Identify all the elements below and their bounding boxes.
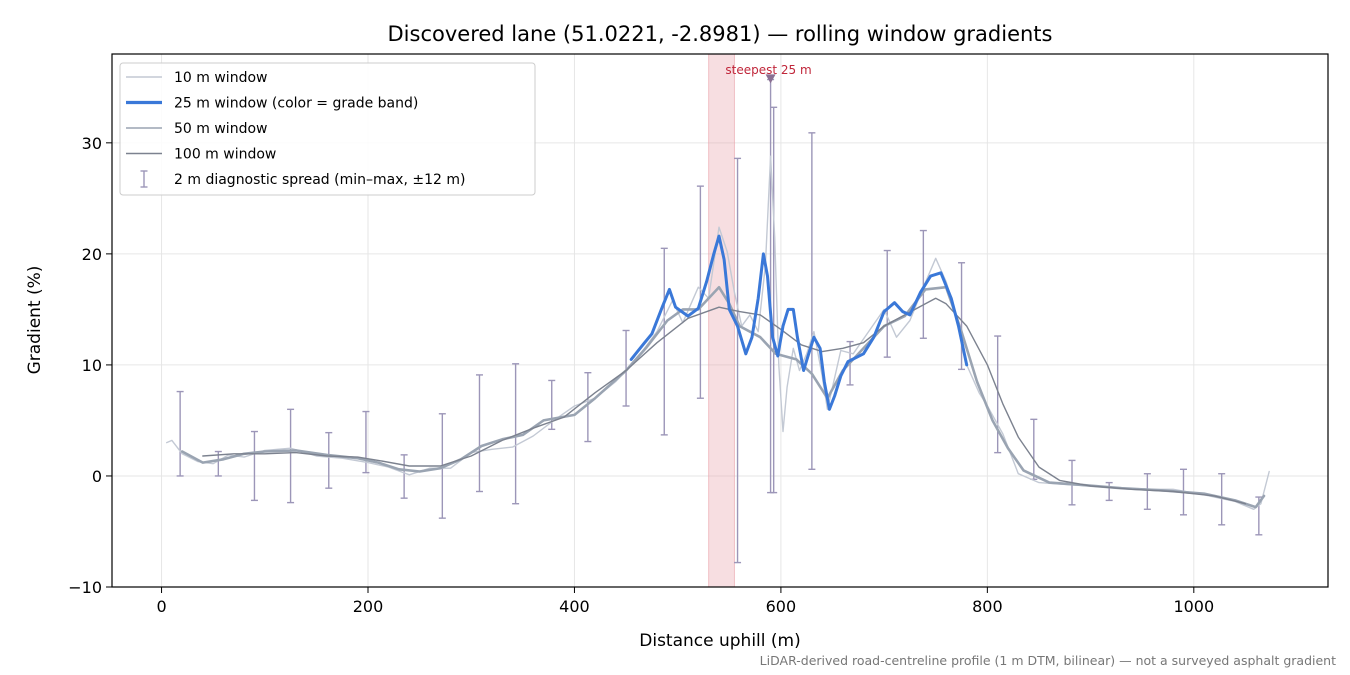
errorbar xyxy=(919,229,927,339)
steepest-marker xyxy=(765,74,776,84)
errorbar xyxy=(696,185,704,399)
errorbar xyxy=(808,132,816,470)
y-tick-label: 20 xyxy=(82,245,102,264)
legend-box xyxy=(119,62,536,196)
steepest-span-band xyxy=(708,53,735,588)
x-tick-label: 1000 xyxy=(1173,597,1214,616)
errorbar xyxy=(400,454,408,499)
errorbar xyxy=(734,157,742,564)
annotation-group: steepest 25 m xyxy=(725,63,812,84)
legend-label: 50 m window xyxy=(174,121,267,137)
y-tick-label: −10 xyxy=(68,578,102,597)
x-axis-ticks: 0 200 400 600 800 1000 xyxy=(156,587,1214,616)
chart-title: Discovered lane (51.0221, -2.8981) — rol… xyxy=(388,22,1053,46)
errorbar xyxy=(1105,481,1113,502)
errorbar xyxy=(176,390,184,477)
steepest-label: steepest 25 m xyxy=(725,63,811,77)
x-tick-label: 200 xyxy=(353,597,384,616)
errorbar xyxy=(958,262,966,371)
errorbar xyxy=(512,363,520,505)
y-tick-label: 10 xyxy=(82,356,102,375)
legend-label: 25 m window (color = grade band) xyxy=(174,96,418,112)
x-tick-label: 800 xyxy=(972,597,1003,616)
steepest-span-group xyxy=(708,53,735,588)
errorbar xyxy=(475,374,483,493)
y-axis-label: Gradient (%) xyxy=(25,266,45,375)
x-tick-label: 0 xyxy=(156,597,166,616)
footnote: LiDAR-derived road-centreline profile (1… xyxy=(760,653,1336,668)
legend-label: 10 m window xyxy=(174,70,267,86)
errorbars-group xyxy=(176,78,1263,564)
errorbar xyxy=(660,247,668,436)
series-line-4 xyxy=(202,297,1247,505)
y-tick-label: 30 xyxy=(82,134,102,153)
errorbar xyxy=(994,335,1002,454)
errorbar xyxy=(214,450,222,477)
legend-label: 100 m window xyxy=(174,147,276,163)
x-tick-label: 400 xyxy=(559,597,590,616)
errorbar xyxy=(584,371,592,443)
legend: 10 m window 25 m window (color = grade ba… xyxy=(119,62,536,196)
errorbar xyxy=(770,106,778,494)
errorbar xyxy=(622,329,630,407)
errorbar xyxy=(325,431,333,489)
errorbar xyxy=(883,249,891,358)
x-tick-label: 600 xyxy=(766,597,797,616)
errorbar xyxy=(1143,473,1151,510)
errorbar xyxy=(250,430,258,502)
plot-frame xyxy=(111,53,1329,588)
series-group xyxy=(166,155,1270,510)
y-axis-ticks: −10 0 10 20 30 xyxy=(68,134,112,597)
series-line-2 xyxy=(629,234,969,411)
legend-label: 2 m diagnostic spread (min–max, ±12 m) xyxy=(174,172,465,188)
y-tick-label: 0 xyxy=(92,467,102,486)
x-axis-label: Distance uphill (m) xyxy=(639,631,800,651)
errorbar xyxy=(287,408,295,504)
